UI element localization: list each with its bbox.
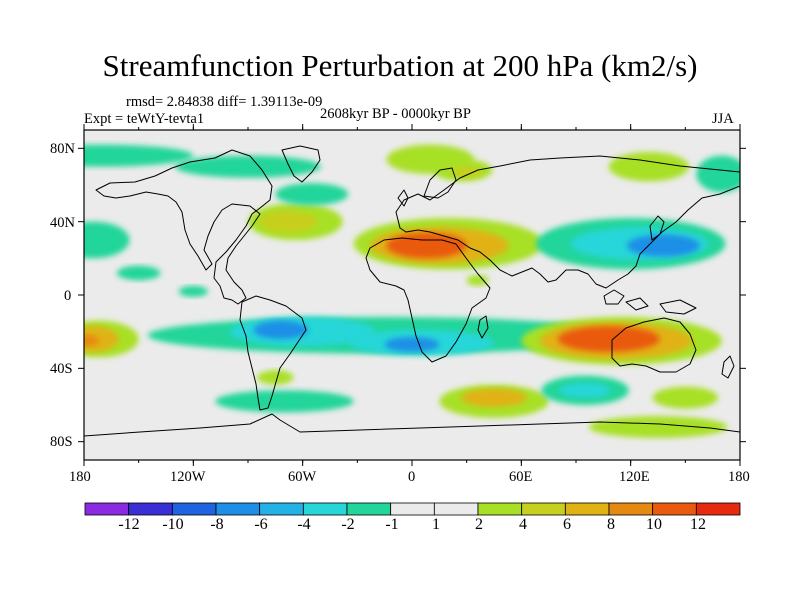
x-tick-label: 60E: [509, 469, 533, 485]
colorbar-swatch: [302, 502, 348, 516]
colorbar-label: -10: [162, 516, 184, 533]
season-label: JJA: [712, 111, 734, 127]
shaded-region: [84, 221, 130, 259]
coastline-madagascar: [477, 315, 489, 339]
colorbar-label: 6: [563, 516, 571, 533]
colorbar: [84, 502, 741, 516]
y-tick-label: 40N: [50, 215, 75, 231]
colorbar-label: 4: [519, 516, 527, 533]
colorbar-swatch: [695, 502, 741, 516]
shaded-region: [557, 326, 660, 352]
y-tick-label: 80S: [50, 434, 73, 450]
coastline-british-isles: [397, 189, 409, 207]
x-tick-label: 180: [69, 469, 91, 485]
colorbar-label: -2: [341, 516, 355, 533]
colorbar-label: 8: [607, 516, 615, 533]
colorbar-label: 1: [432, 516, 440, 533]
colorbar-swatch: [521, 502, 566, 516]
x-tick-label: 0: [408, 469, 416, 485]
colorbar-label: 2: [475, 516, 483, 533]
shaded-region: [178, 285, 208, 297]
shaded-region: [461, 388, 527, 407]
rmsd-diff-stats: rmsd= 2.84838 diff= 1.39113e-09: [126, 94, 323, 110]
colorbar-swatch: [477, 502, 523, 516]
coastline-scandinavia: [423, 167, 457, 199]
coastline-antarctica: [84, 413, 740, 437]
figure-title: Streamfunction Perturbation at 200 hPa (…: [102, 48, 698, 83]
shaded-region: [275, 183, 349, 206]
coastline-africa: [365, 237, 491, 363]
colorbar-swatch: [346, 502, 392, 516]
shaded-region: [253, 320, 309, 340]
shaded-region: [384, 337, 440, 352]
colorbar-swatch: [171, 502, 217, 516]
shaded-region: [652, 386, 719, 409]
shaded-region: [215, 390, 354, 413]
colorbar-swatch: [433, 502, 479, 516]
shaded-region: [452, 166, 482, 178]
coastline-eurasia: [395, 155, 740, 289]
colorbar-swatch: [564, 502, 610, 516]
shaded-region: [386, 232, 467, 259]
shaded-region: [627, 234, 700, 257]
coastlines: [84, 145, 740, 437]
experiment-label: Expt = teWtY-tevta1: [84, 111, 205, 127]
colorbar-label: -8: [210, 516, 224, 533]
x-tick-label: 180: [728, 469, 750, 485]
colorbar-swatch: [259, 502, 304, 516]
coastline-greenland: [281, 145, 321, 183]
coastline-indonesia: [603, 289, 697, 315]
axis-ticks: [78, 124, 746, 466]
shaded-region: [258, 210, 318, 233]
colorbar-swatch: [84, 502, 130, 516]
colorbar-label: -4: [297, 516, 311, 533]
coastline-south-america: [239, 295, 307, 411]
colorbar-swatch: [215, 502, 261, 516]
coastline-new-zealand: [721, 355, 735, 379]
period-label: 2608kyr BP - 0000kyr BP: [320, 106, 471, 122]
coastline-japan: [649, 215, 665, 241]
colorbar-swatch: [390, 502, 435, 516]
shaded-region: [696, 155, 740, 193]
colorbar-label: -1: [385, 516, 399, 533]
shaded-region: [559, 383, 611, 398]
shaded-region: [84, 144, 194, 167]
colorbar-label: -6: [254, 516, 268, 533]
shaded-region: [608, 152, 689, 182]
y-tick-label: 40S: [50, 361, 73, 377]
y-tick-label: 0: [64, 288, 72, 304]
colorbar-label: -12: [118, 516, 140, 533]
streamfunction-shading: [84, 144, 740, 438]
colorbar-swatch: [608, 502, 654, 516]
x-tick-label: 120W: [170, 469, 206, 485]
shaded-region: [588, 416, 728, 438]
colorbar-label: 10: [646, 516, 662, 533]
y-tick-label: 80N: [50, 141, 75, 157]
shaded-region: [116, 265, 161, 281]
colorbar-swatch: [652, 502, 697, 516]
colorbar-swatch: [128, 502, 173, 516]
colorbar-label: 12: [690, 516, 706, 533]
shaded-region: [84, 335, 99, 347]
shaded-region: [257, 370, 294, 385]
shaded-region: [175, 155, 321, 178]
shaded-region: [466, 274, 489, 286]
x-tick-label: 60W: [288, 469, 317, 485]
coastline-north-america: [95, 149, 273, 305]
coastline-australia: [611, 317, 697, 373]
x-tick-label: 120E: [619, 469, 650, 485]
